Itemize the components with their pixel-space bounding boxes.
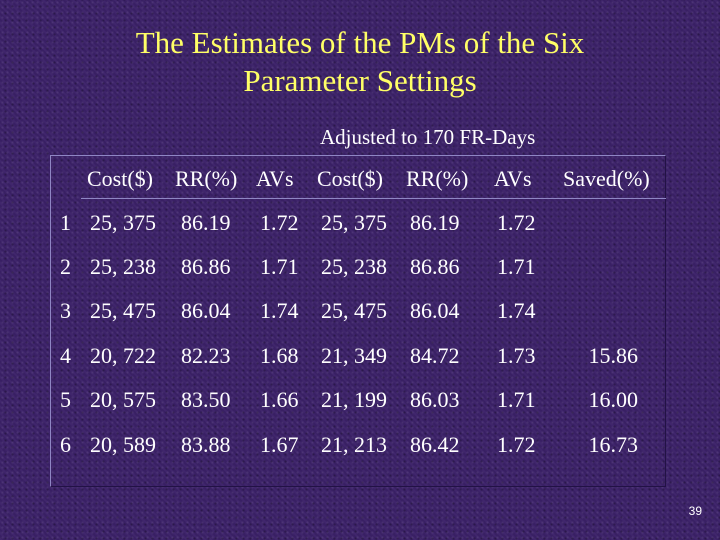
rr-cell: 83.88 [181, 432, 231, 457]
adjusted-cost-cell: 25, 238 [321, 254, 387, 279]
slide-title-line-2: Parameter Settings [243, 63, 477, 98]
adjusted-avs-header: AVs [494, 166, 532, 191]
rr-cell: 86.04 [181, 298, 231, 323]
saved-cell: 16.73 [588, 432, 639, 457]
adjusted-rr-cell: 84.72 [410, 343, 460, 368]
adjusted-avs-cell: 1.71 [497, 254, 536, 279]
cost-cell: 25, 475 [90, 298, 156, 323]
avs-cell: 1.72 [260, 210, 299, 235]
row-index: 4 [60, 343, 71, 368]
cost-cell: 25, 238 [90, 254, 156, 279]
adjusted-cost-cell: 25, 475 [321, 298, 387, 323]
adjusted-cost-cell: 21, 213 [321, 432, 387, 457]
cost-cell: 25, 375 [90, 210, 156, 235]
adjusted-avs-cell: 1.71 [497, 387, 536, 412]
row-index: 3 [60, 298, 71, 323]
adjusted-cost-header: Cost($) [317, 166, 383, 191]
adjusted-rr-cell: 86.19 [410, 210, 460, 235]
row-index: 6 [60, 432, 71, 457]
cost-cell: 20, 722 [90, 343, 156, 368]
adjusted-rr-cell: 86.04 [410, 298, 460, 323]
adjusted-rr-cell: 86.42 [410, 432, 460, 457]
cost-cell: 20, 575 [90, 387, 156, 412]
rr-cell: 83.50 [181, 387, 231, 412]
adjusted-cost-cell: 21, 349 [321, 343, 387, 368]
adjusted-rr-cell: 86.03 [410, 387, 460, 412]
avs-cell: 1.71 [260, 254, 299, 279]
row-index: 1 [60, 210, 71, 235]
adjusted-cost-cell: 21, 199 [321, 387, 387, 412]
avs-cell: 1.74 [260, 298, 299, 323]
adjusted-avs-cell: 1.72 [497, 210, 536, 235]
adjusted-avs-cell: 1.73 [497, 343, 536, 368]
row-index: 2 [60, 254, 71, 279]
results-table-frame [50, 155, 666, 487]
cost-cell: 20, 589 [90, 432, 156, 457]
slide-title: The Estimates of the PMs of the Six Para… [0, 24, 720, 100]
adjusted-cost-cell: 25, 375 [321, 210, 387, 235]
avs-header: AVs [256, 166, 294, 191]
row-index: 5 [60, 387, 71, 412]
rr-header: RR(%) [175, 166, 238, 191]
avs-cell: 1.67 [260, 432, 299, 457]
saved-header: Saved(%) [563, 166, 650, 191]
adjusted-rr-cell: 86.86 [410, 254, 460, 279]
cost-header: Cost($) [87, 166, 153, 191]
slide-subtitle: Adjusted to 170 FR-Days [320, 125, 536, 149]
adjusted-avs-cell: 1.74 [497, 298, 536, 323]
page-number: 39 [688, 504, 702, 518]
adjusted-avs-cell: 1.72 [497, 432, 536, 457]
saved-cell: 15.86 [588, 343, 639, 368]
adjusted-rr-header: RR(%) [406, 166, 469, 191]
rr-cell: 86.86 [181, 254, 231, 279]
saved-cell: 16.00 [588, 387, 639, 412]
rr-cell: 82.23 [181, 343, 231, 368]
avs-cell: 1.66 [260, 387, 299, 412]
slide-title-line-1: The Estimates of the PMs of the Six [135, 25, 585, 60]
avs-cell: 1.68 [260, 343, 299, 368]
rr-cell: 86.19 [181, 210, 231, 235]
header-row-frame [81, 155, 666, 199]
